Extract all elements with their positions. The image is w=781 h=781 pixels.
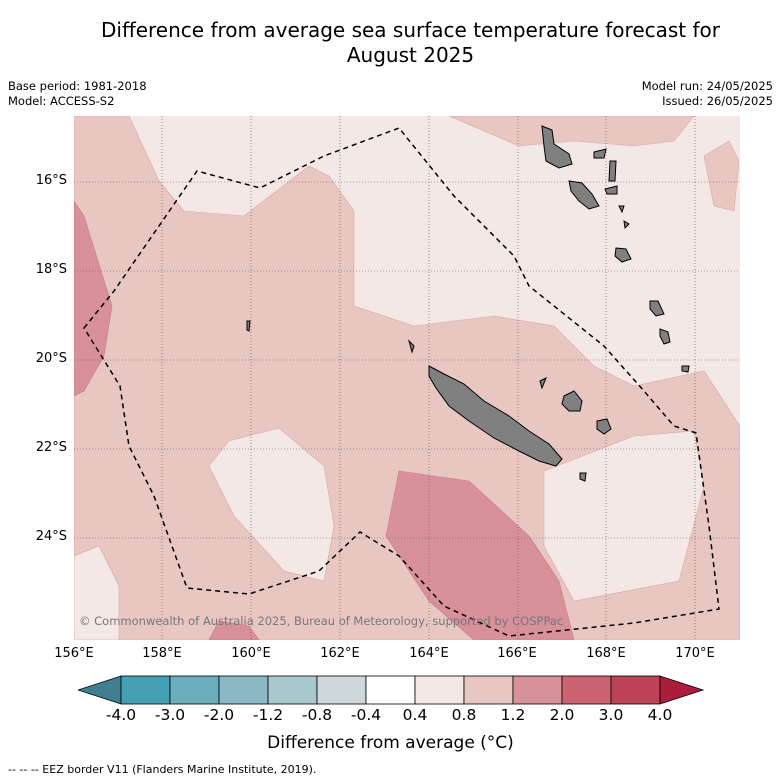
sst-anomaly-map: [74, 116, 740, 640]
ouvea-island: [539, 376, 547, 390]
chesterfield-islet: [246, 320, 251, 332]
tick-label: -2.0: [203, 706, 235, 724]
tick-label: 1.2: [500, 706, 526, 724]
tick-label: -0.8: [301, 706, 333, 724]
belep-island: [408, 339, 415, 354]
colorbar-cells: [78, 675, 705, 705]
tick-label: 4.0: [647, 706, 673, 724]
anomaly-region-1.2-2.0-sw: [208, 620, 260, 640]
title-line-2: August 2025: [346, 43, 475, 67]
ambae-island: [593, 148, 607, 159]
new-caledonia-island: [428, 365, 563, 467]
lat-label-20s: 20°S: [35, 351, 67, 366]
anomaly-region-0.4-0.8-sw: [74, 545, 120, 640]
isle-of-pines: [579, 472, 587, 482]
graticule: [74, 116, 740, 640]
ambrym-island: [604, 185, 618, 195]
anomaly-region-1.2-2.0-west: [74, 200, 113, 397]
tick-label: 3.0: [598, 706, 624, 724]
lon-label-156e: 156°E: [54, 646, 94, 661]
anomaly-region-0.8-1.2-ne: [448, 116, 695, 147]
anomaly-region-1.2-2.0-south: [385, 470, 575, 640]
malekula-island: [568, 180, 600, 210]
meta-left: Base period: 1981-2018 Model: ACCESS-S2: [8, 79, 147, 109]
tick-label: 0.4: [402, 706, 428, 724]
tanna-island: [659, 328, 671, 345]
anomaly-region-0.4-0.8-south: [208, 427, 335, 582]
colorbar-cell: [169, 675, 220, 705]
colorbar-cell: [463, 675, 514, 705]
colorbar-label: Difference from average (°C): [267, 733, 514, 753]
lon-label-170e: 170°E: [675, 646, 715, 661]
lat-label-16s: 16°S: [35, 173, 67, 188]
colorbar-extend-low: [78, 675, 122, 705]
lon-label-168e: 168°E: [586, 646, 626, 661]
colorbar-extend-high: [659, 675, 705, 705]
colorbar-cell: [120, 675, 171, 705]
colorbar-cell: [267, 675, 318, 705]
lifou-island: [561, 390, 583, 412]
lat-label-22s: 22°S: [35, 440, 67, 455]
colorbar: [78, 675, 705, 705]
pentecost-island: [608, 160, 617, 182]
erromango-island: [649, 300, 665, 317]
tick-label: 2.0: [549, 706, 575, 724]
meta-right: Model run: 24/05/2025 Issued: 26/05/2025: [642, 79, 773, 109]
aneityum-island: [681, 365, 690, 373]
tick-label: -0.4: [350, 706, 382, 724]
copyright-notice: © Commonwealth of Australia 2025, Bureau…: [79, 614, 564, 628]
title-line-1: Difference from average sea surface temp…: [100, 18, 720, 42]
model-name: Model: ACCESS-S2: [8, 94, 115, 108]
mare-island: [596, 418, 612, 435]
tick-label: -4.0: [105, 706, 137, 724]
colorbar-cell: [561, 675, 612, 705]
lon-label-166e: 166°E: [497, 646, 537, 661]
eez-border: [83, 127, 720, 637]
colorbar-cell: [512, 675, 563, 705]
map-svg: [74, 116, 740, 640]
tick-label: 0.8: [451, 706, 477, 724]
vanuatu-islet-1: [618, 205, 625, 214]
colorbar-cell: [414, 675, 465, 705]
colorbar-cell: [218, 675, 269, 705]
map-title: Difference from average sea surface temp…: [40, 18, 781, 68]
colorbar-cell: [610, 675, 661, 705]
lon-label-162e: 162°E: [320, 646, 360, 661]
lon-label-164e: 164°E: [409, 646, 449, 661]
lon-label-158e: 158°E: [142, 646, 182, 661]
efate-island: [614, 247, 632, 263]
colorbar-cell: [365, 675, 416, 705]
lon-label-160e: 160°E: [231, 646, 271, 661]
colorbar-cell: [316, 675, 367, 705]
tick-label: -3.0: [154, 706, 186, 724]
anomaly-region-0.8-1.2-e: [703, 140, 740, 212]
espiritu-santo-island: [541, 125, 573, 169]
lat-label-24s: 24°S: [35, 529, 67, 544]
model-run: Model run: 24/05/2025: [641, 79, 773, 93]
base-period: Base period: 1981-2018: [8, 79, 147, 93]
lat-label-18s: 18°S: [35, 262, 67, 277]
issued-date: Issued: 26/05/2025: [662, 94, 773, 108]
tick-label: -1.2: [252, 706, 284, 724]
eez-legend: -- -- -- EEZ border V11 (Flanders Marine…: [8, 763, 317, 776]
vanuatu-islet-2: [623, 220, 630, 230]
